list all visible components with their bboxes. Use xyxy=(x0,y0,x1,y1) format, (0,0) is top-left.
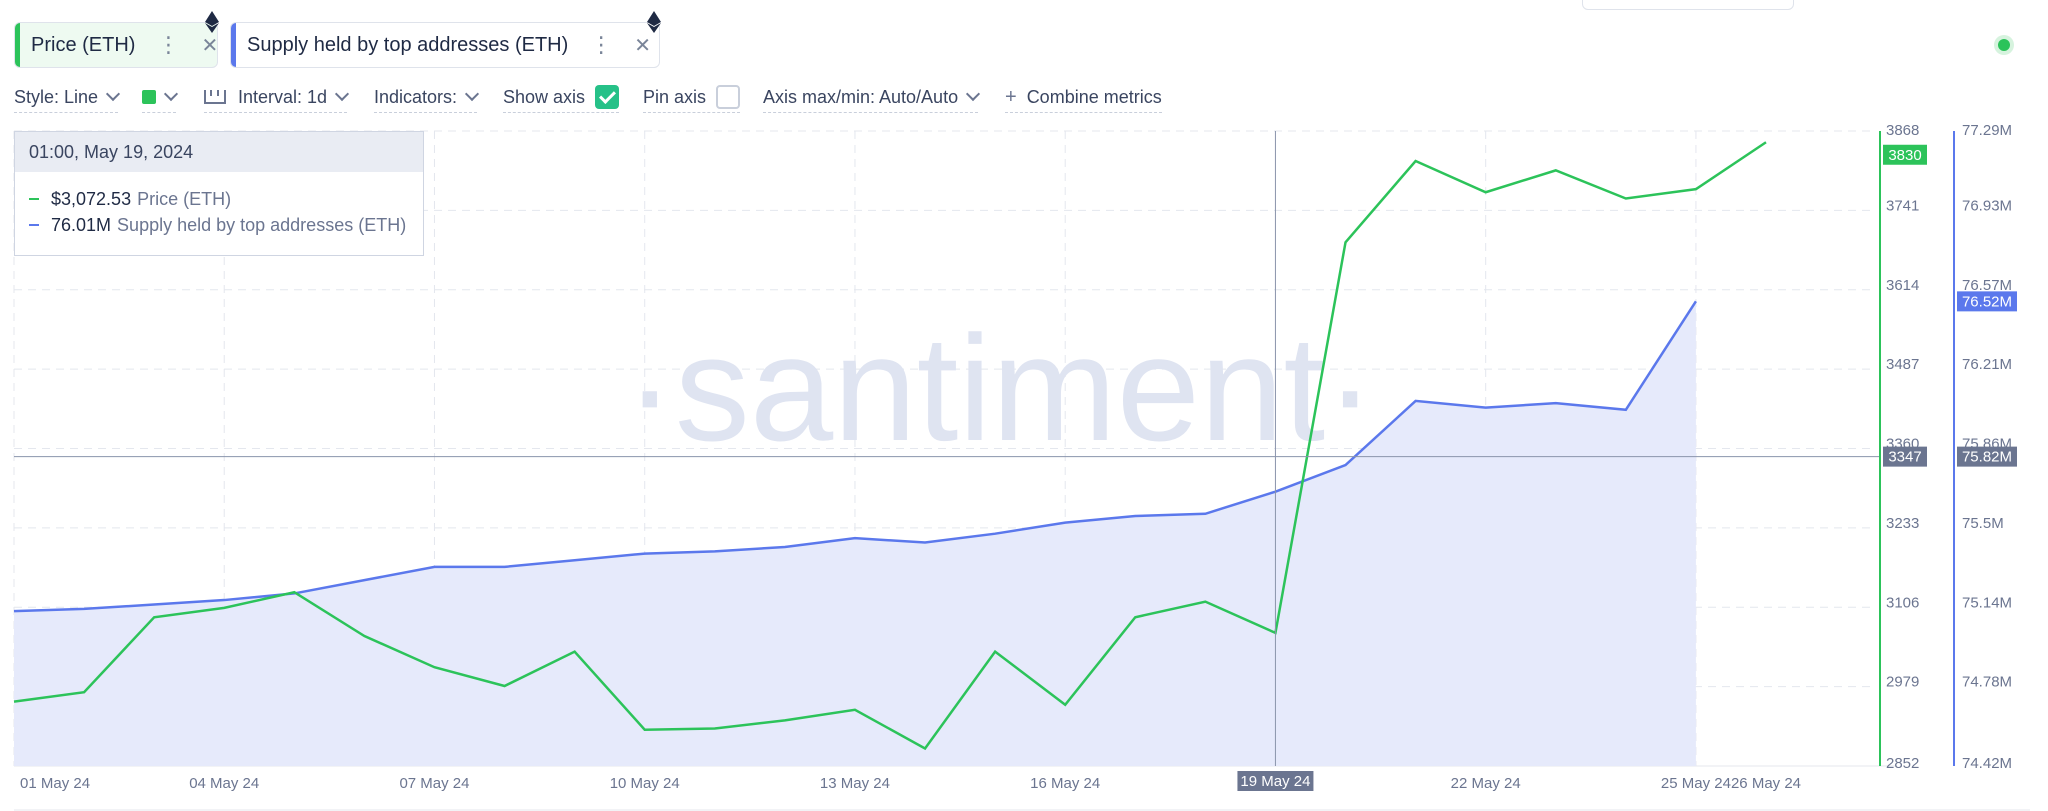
price-axis-tick-label: 3614 xyxy=(1886,277,1919,294)
metric-chip-supply[interactable]: Supply held by top addresses (ETH) ⋮ ✕ xyxy=(230,11,661,68)
legend-dash xyxy=(29,198,39,200)
metric-label-price: Price (ETH) xyxy=(31,33,136,56)
x-axis-tick-label: 25 May 24 xyxy=(1661,775,1731,792)
tooltip-metric-name: Supply held by top addresses (ETH) xyxy=(117,214,407,235)
metric-color-stripe xyxy=(231,23,236,67)
supply-last-value-badge xyxy=(1957,291,2017,312)
supply-axis-tick-label: 75.5M xyxy=(1962,515,2004,532)
supply-axis-tick-label: 77.29M xyxy=(1962,122,2012,139)
axis-maxmin-dropdown[interactable]: Axis max/min: Auto/Auto xyxy=(763,82,981,113)
price-axis-tick-label: 2852 xyxy=(1886,755,1919,772)
style-dropdown[interactable]: Style: Line xyxy=(14,82,121,113)
indicators-label: Indicators: xyxy=(374,86,458,107)
x-axis-tick-label: 10 May 24 xyxy=(610,775,680,792)
pin-axis-label: Pin axis xyxy=(643,86,707,107)
chart-tooltip: 01:00, May 19, 2024 $3,072.53 Price (ETH… xyxy=(14,131,424,256)
combine-metrics-button[interactable]: + Combine metrics xyxy=(1005,82,1162,113)
supply-axis-tick-label: 76.21M xyxy=(1962,356,2012,373)
price-axis-tick-label: 3106 xyxy=(1886,594,1919,611)
combine-metrics-label: Combine metrics xyxy=(1026,86,1162,107)
ruler-icon xyxy=(204,90,226,104)
checkbox-checked-icon[interactable] xyxy=(595,85,620,109)
chart-axes: 01 May 24 04 May 24 07 May 24 10 May 24 13 M… xyxy=(20,122,2017,792)
crosshair-supply-label: 75.82M xyxy=(1962,449,2012,466)
tooltip-row-supply: 76.01M Supply held by top addresses (ETH… xyxy=(29,212,423,238)
close-icon[interactable]: ✕ xyxy=(634,34,652,57)
supply-axis-tick-label: 74.42M xyxy=(1962,755,2012,772)
pin-axis-toggle[interactable]: Pin axis xyxy=(643,82,741,113)
supply-last-value-label: 76.52M xyxy=(1962,293,2012,310)
more-options-icon[interactable]: ⋮ xyxy=(590,32,613,57)
x-axis-tick-label: 22 May 24 xyxy=(1451,775,1521,792)
price-last-value-label: 3830 xyxy=(1888,147,1921,164)
interval-label: Interval: 1d xyxy=(238,86,328,107)
price-series-line xyxy=(13,141,1767,751)
close-icon[interactable]: ✕ xyxy=(201,34,219,57)
crosshair-price-badge xyxy=(1883,446,1927,467)
price-axis-tick-label: 3487 xyxy=(1886,356,1919,373)
supply-axis-tick-label: 76.93M xyxy=(1962,197,2012,214)
show-axis-toggle[interactable]: Show axis xyxy=(503,82,620,113)
watermark: ·santiment· xyxy=(625,304,1375,472)
crosshair: 19 May 24 xyxy=(14,131,1880,791)
chart-toolbar: Style: Line Interval: 1d Indicators: Sho… xyxy=(0,82,1300,116)
supply-axis-tick-label: 75.14M xyxy=(1962,594,2012,611)
x-axis-tick-label: 07 May 24 xyxy=(399,775,469,792)
tooltip-value: 76.01M xyxy=(51,214,112,235)
crosshair-x-label: 19 May 24 xyxy=(1240,773,1310,790)
tooltip-date: 01:00, May 19, 2024 xyxy=(15,132,423,172)
plus-icon: + xyxy=(1005,85,1017,108)
tooltip-value: $3,072.53 xyxy=(51,188,132,209)
x-axis-tick-label: 04 May 24 xyxy=(189,775,259,792)
tooltip-metric-name: Price (ETH) xyxy=(137,188,232,209)
price-last-value-badge xyxy=(1883,144,1927,165)
x-axis-tick-label: 13 May 24 xyxy=(820,775,890,792)
metrics-bar: Price (ETH) ⋮ ✕ Supply held by top addre… xyxy=(0,0,2048,80)
interval-dropdown[interactable]: Interval: 1d xyxy=(204,82,350,113)
metric-color-stripe xyxy=(15,23,20,67)
x-axis-tick-label: 26 May 24 xyxy=(1731,775,1801,792)
x-axis-tick-label: 16 May 24 xyxy=(1030,775,1100,792)
price-axis-tick-label: 2979 xyxy=(1886,674,1919,691)
metric-chip-price[interactable]: Price (ETH) ⋮ ✕ xyxy=(14,11,219,68)
metric-label-supply: Supply held by top addresses (ETH) xyxy=(247,33,569,56)
price-axis-tick-label: 3868 xyxy=(1886,122,1919,139)
color-picker[interactable] xyxy=(142,82,179,113)
checkbox-unchecked-icon[interactable] xyxy=(716,85,741,109)
more-options-icon[interactable]: ⋮ xyxy=(157,32,180,57)
color-swatch xyxy=(142,90,156,104)
tooltip-row-price: $3,072.53 Price (ETH) xyxy=(29,186,423,212)
show-axis-label: Show axis xyxy=(503,86,586,107)
indicators-dropdown[interactable]: Indicators: xyxy=(374,82,480,113)
x-axis-tick-label: 01 May 24 xyxy=(20,775,90,792)
style-label: Style: Line xyxy=(14,86,99,107)
axis-maxmin-label: Axis max/min: Auto/Auto xyxy=(763,86,959,107)
supply-axis-tick-label: 76.57M xyxy=(1962,277,2012,294)
ethereum-icon xyxy=(647,11,661,33)
supply-axis-tick-label: 74.78M xyxy=(1962,674,2012,691)
live-status-indicator xyxy=(1994,35,2014,55)
price-axis-tick-label: 3741 xyxy=(1886,197,1919,214)
crosshair-x-badge xyxy=(1237,771,1314,791)
price-axis-tick-label: 3233 xyxy=(1886,515,1919,532)
crosshair-price-label: 3347 xyxy=(1888,449,1921,466)
legend-dash xyxy=(29,224,39,226)
ethereum-icon xyxy=(205,11,219,33)
crosshair-supply-badge xyxy=(1957,446,2017,467)
top-search-box[interactable] xyxy=(1582,0,1794,10)
